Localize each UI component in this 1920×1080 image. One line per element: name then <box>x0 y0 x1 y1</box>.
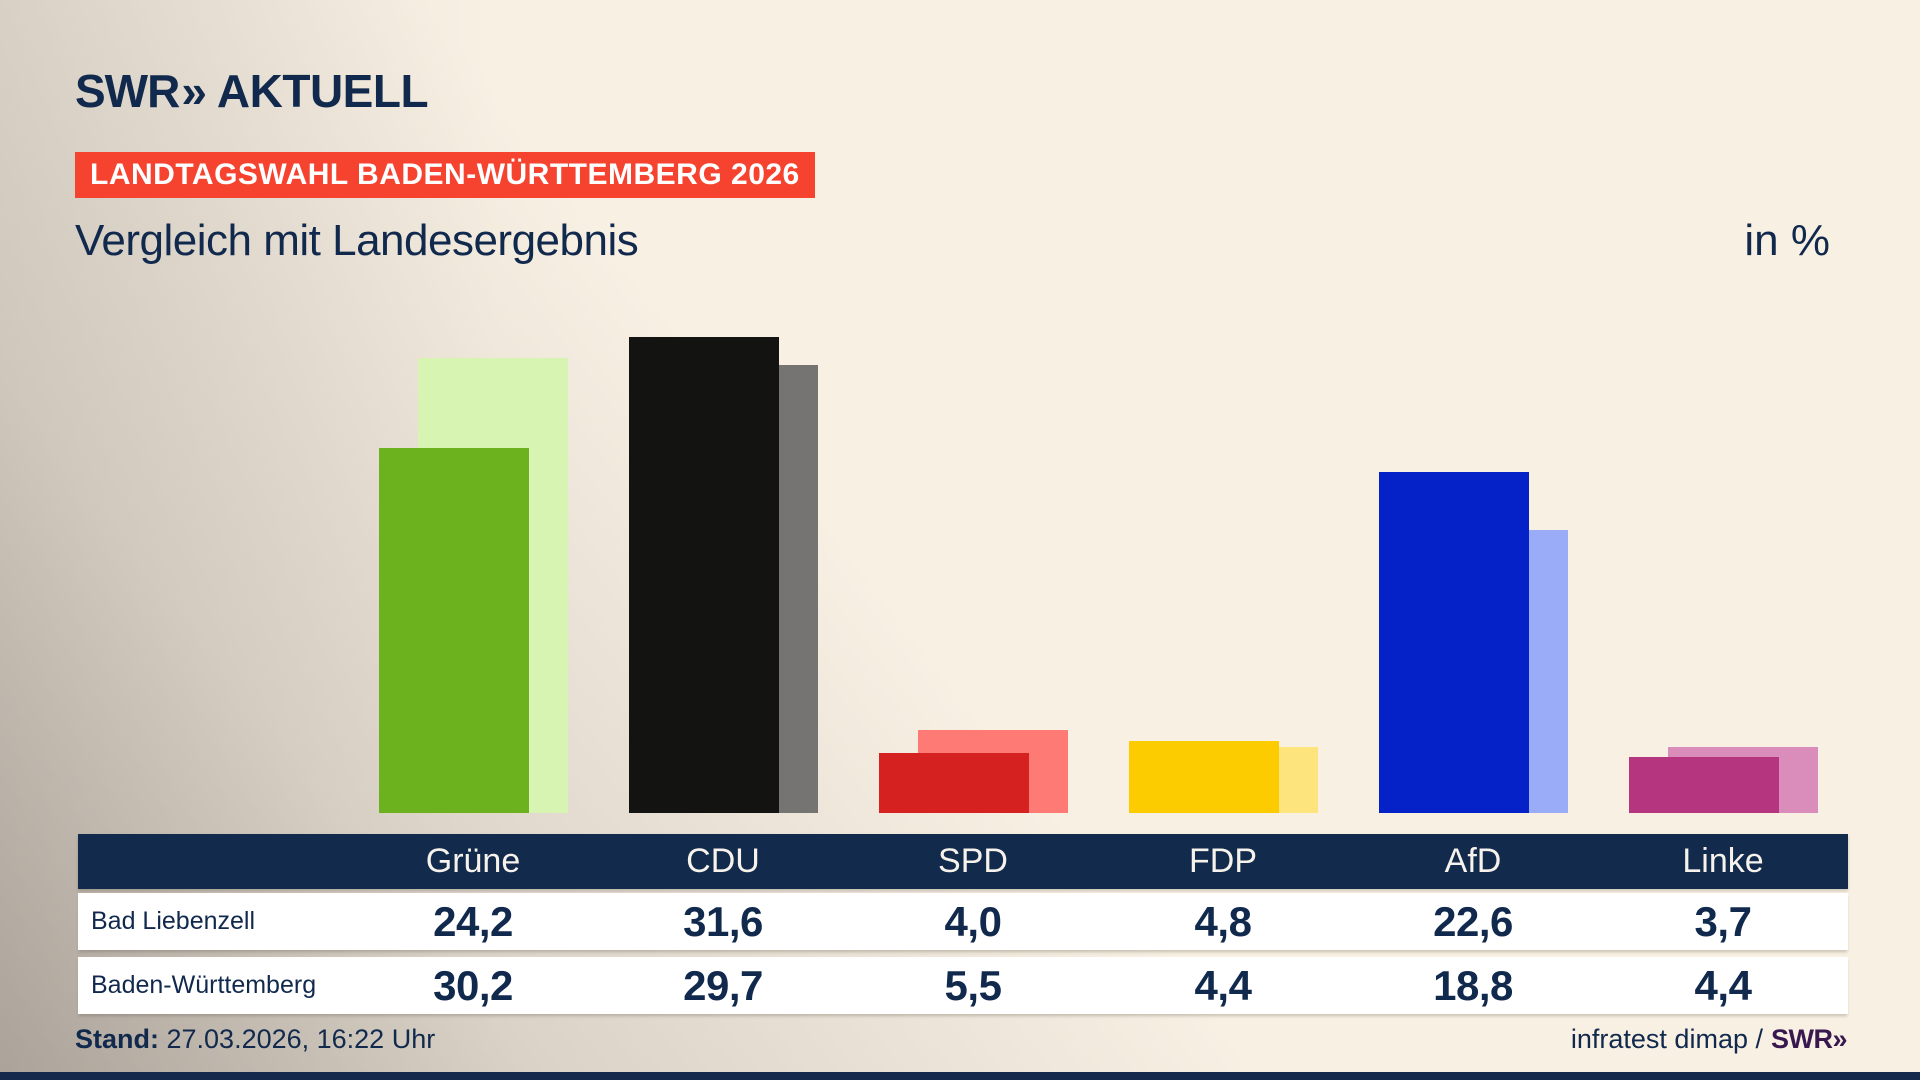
column-header-afd: AfD <box>1444 842 1502 880</box>
column-header-linke: Linke <box>1682 842 1764 880</box>
table-cell-cdu: 31,6 <box>683 897 763 945</box>
table-cell-fdp: 4,8 <box>1194 897 1252 945</box>
swr-chevrons-icon: » <box>181 65 207 117</box>
timestamp: Stand: 27.03.2026, 16:22 Uhr <box>75 1024 435 1055</box>
bottom-accent-bar <box>0 1072 1920 1080</box>
column-header-fdp: FDP <box>1189 842 1257 880</box>
bar-linke-badliebenzell <box>1628 757 1779 813</box>
table-header-row: Grüne CDU SPD FDP AfD Linke <box>78 834 1848 889</box>
table-row-baden-wuerttemberg: Baden-Württemberg 30,2 29,7 5,5 4,4 18,8 4,4 <box>78 957 1848 1014</box>
table-row-bad-liebenzell: Bad Liebenzell 24,2 31,6 4,0 4,8 22,6 3,7 <box>78 893 1848 950</box>
bar-spd-badliebenzell <box>878 753 1029 813</box>
column-header-gruene: Grüne <box>425 842 521 880</box>
row-label: Baden-Württemberg <box>91 971 317 999</box>
table-cell-spd: 4,0 <box>944 897 1002 945</box>
table-cell-fdp: 4,4 <box>1194 961 1252 1009</box>
aktuell-wordmark: AKTUELL <box>216 65 429 117</box>
table-cell-afd: 18,8 <box>1433 961 1513 1009</box>
column-header-cdu: CDU <box>686 842 760 880</box>
table-cell-afd: 22,6 <box>1433 897 1513 945</box>
table-cell-spd: 5,5 <box>944 961 1002 1009</box>
swr-aktuell-logo: SWR» AKTUELL <box>75 64 429 118</box>
row-label: Bad Liebenzell <box>91 907 256 935</box>
stand-value: 27.03.2026, 16:22 Uhr <box>159 1024 436 1054</box>
source-credit: infratest dimap / SWR» <box>1570 1024 1848 1055</box>
bar-afd-badliebenzell <box>1378 472 1529 813</box>
bar-fdp-badliebenzell <box>1128 741 1279 813</box>
table-cell-linke: 3,7 <box>1694 897 1752 945</box>
table-cell-gruene: 30,2 <box>433 961 513 1009</box>
bar-gruene-badliebenzell <box>378 448 529 813</box>
chart-title: Vergleich mit Landesergebnis <box>75 216 639 265</box>
table-cell-gruene: 24,2 <box>433 897 513 945</box>
column-header-spd: SPD <box>938 842 1008 880</box>
table-cell-linke: 4,4 <box>1694 961 1752 1009</box>
bar-chart <box>378 337 1818 813</box>
unit-label: in % <box>1744 216 1830 265</box>
results-table: Grüne CDU SPD FDP AfD Linke Bad Liebenzell 24… <box>78 834 1848 1014</box>
source-text: infratest dimap / <box>1570 1024 1763 1054</box>
stand-label: Stand: <box>75 1024 159 1054</box>
swr-footer-logo: SWR» <box>1770 1024 1848 1054</box>
row-gap <box>78 950 1848 957</box>
swr-wordmark: SWR <box>75 65 180 117</box>
bar-cdu-badliebenzell <box>628 337 779 813</box>
table-cell-cdu: 29,7 <box>683 961 763 1009</box>
election-badge: LANDTAGSWAHL BADEN-WÜRTTEMBERG 2026 <box>75 152 815 198</box>
